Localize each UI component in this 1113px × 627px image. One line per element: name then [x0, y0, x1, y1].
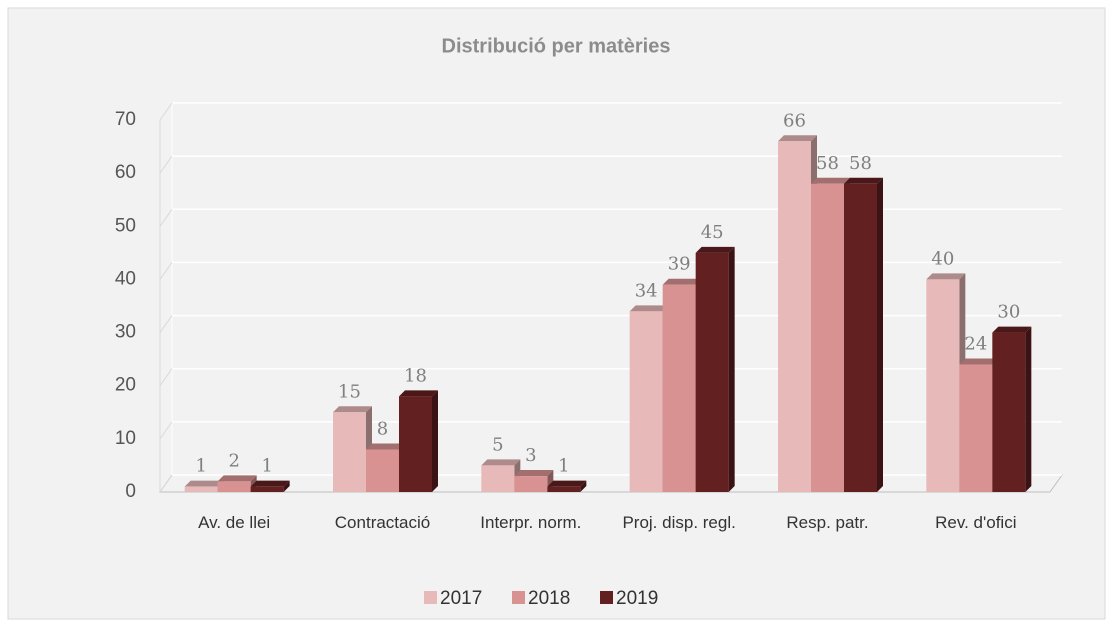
bar-front	[333, 412, 366, 492]
bar-top	[992, 326, 1032, 333]
bar	[844, 177, 883, 492]
grid-wall-line	[159, 315, 173, 333]
x-tick-label: Rev. d'ofici	[935, 513, 1017, 532]
bar-top	[547, 480, 587, 487]
y-tick-label: 60	[115, 162, 136, 183]
y-tick-label: 0	[125, 481, 136, 502]
bar-top	[959, 358, 999, 365]
x-tick-label: Interpr. norm.	[480, 513, 582, 532]
grid-wall-line	[159, 208, 173, 227]
y-tick-label: 40	[115, 268, 136, 289]
x-tick-label: Resp. patr.	[786, 513, 869, 532]
bar-front	[250, 486, 284, 492]
bar-front	[547, 486, 581, 492]
data-label: 34	[635, 280, 658, 301]
x-tick-label: Contractació	[334, 513, 431, 532]
data-label: 8	[377, 418, 388, 439]
data-label: 15	[338, 381, 361, 402]
bar	[547, 480, 587, 492]
grid-wall-line	[159, 155, 173, 174]
bar-front	[695, 252, 729, 492]
bar-top	[926, 273, 966, 280]
bar-front	[959, 364, 993, 492]
bar-side	[283, 480, 290, 492]
bar-front	[481, 465, 515, 492]
data-label: 66	[783, 110, 806, 131]
x-tick-label: Av. de llei	[198, 513, 271, 532]
bar-top	[333, 406, 372, 413]
bar-side	[728, 246, 735, 492]
bar-front	[184, 486, 218, 492]
bar-top	[844, 177, 883, 184]
data-label: 2	[228, 450, 239, 471]
bar-front	[514, 476, 548, 492]
bar-top	[778, 135, 817, 142]
bar	[399, 390, 438, 492]
bar-top	[514, 470, 554, 477]
bar-front	[778, 141, 811, 492]
data-label: 18	[404, 365, 427, 386]
bar-top	[250, 480, 290, 487]
bar-top	[811, 177, 850, 184]
y-tick-label: 20	[115, 375, 136, 396]
bar-side	[877, 177, 883, 492]
chart-panel	[7, 7, 1106, 620]
bar-top	[399, 390, 438, 397]
bar-top	[662, 278, 702, 285]
x-tick-label: Proj. disp. regl.	[622, 513, 736, 532]
data-label: 58	[849, 153, 872, 174]
bar-side	[432, 390, 438, 492]
bar-front	[217, 481, 251, 492]
legend-swatch	[512, 591, 525, 604]
bar	[333, 406, 372, 492]
grid-wall-line	[159, 102, 173, 121]
bar-front	[366, 449, 399, 492]
data-label: 30	[997, 302, 1020, 323]
bar-top	[695, 246, 735, 253]
chart-title: Distribució per matèries	[442, 35, 671, 57]
y-tick-label: 10	[115, 428, 136, 449]
data-label: 1	[558, 456, 569, 477]
bar-front	[629, 311, 663, 492]
legend-label: 2017	[440, 588, 482, 609]
data-label: 58	[816, 153, 839, 174]
bar-front	[844, 183, 877, 492]
bar-top	[481, 459, 521, 466]
bar	[695, 246, 735, 492]
data-label: 5	[492, 434, 503, 455]
data-label: 40	[931, 248, 954, 269]
data-label: 39	[668, 254, 691, 275]
data-label: 24	[964, 333, 987, 354]
y-tick-label: 70	[115, 109, 136, 130]
grid-wall-line	[159, 368, 173, 387]
y-tick-label: 50	[115, 215, 136, 236]
data-label: 45	[701, 222, 724, 243]
bar-front	[992, 332, 1026, 492]
data-label: 3	[525, 445, 536, 466]
grid-wall-line	[159, 262, 173, 280]
bar-front	[399, 396, 432, 492]
bar-side	[1025, 326, 1032, 492]
grid-wall-line	[159, 474, 173, 493]
bar	[992, 326, 1032, 492]
bar-front	[926, 279, 960, 492]
bar-side	[580, 480, 587, 492]
legend-label: 2019	[616, 588, 658, 609]
bar-top	[629, 305, 669, 312]
y-tick-label: 30	[115, 322, 136, 343]
bar-top	[366, 443, 405, 450]
data-label: 1	[195, 456, 206, 477]
bar-front	[662, 284, 696, 492]
bar-front	[811, 183, 844, 492]
data-label: 1	[261, 456, 272, 477]
legend-label: 2018	[528, 588, 570, 609]
legend-swatch	[424, 591, 437, 604]
bar-top	[184, 480, 224, 487]
bar	[250, 480, 290, 492]
bar-top	[217, 475, 257, 482]
legend-swatch	[600, 591, 613, 604]
grid-wall-line	[159, 421, 173, 440]
